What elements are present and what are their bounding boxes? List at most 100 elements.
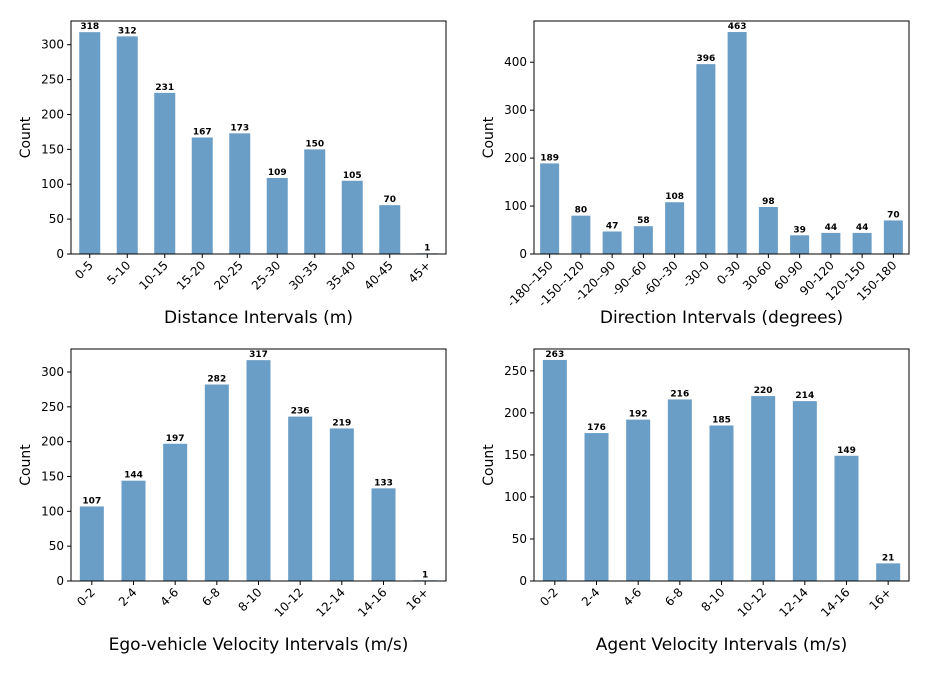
direction-y-tick-label: 300	[504, 103, 527, 117]
ego-velocity-bar-value-label: 107	[82, 496, 101, 506]
distance-bar	[79, 32, 101, 254]
ego-velocity-bar-value-label: 197	[166, 434, 185, 444]
ego-velocity-bar-value-label: 144	[124, 471, 143, 481]
agent-velocity-x-tick-label: 8-10	[698, 585, 727, 614]
direction-bar	[602, 231, 622, 254]
direction-y-tick-label: 0	[519, 247, 527, 261]
ego-velocity-y-tick-label: 100	[41, 504, 64, 518]
agent-velocity-bar-value-label: 185	[712, 415, 731, 425]
agent-velocity-bar	[667, 399, 692, 581]
direction-bar	[852, 232, 872, 254]
distance-y-tick-label: 150	[41, 142, 64, 156]
distance-x-tick-label: 10-15	[136, 258, 171, 293]
ego-velocity-bar	[246, 360, 271, 581]
direction-plot-frame	[533, 20, 910, 255]
agent-velocity-x-tick-label: 16+	[866, 585, 894, 613]
ego-velocity-y-tick-label: 0	[56, 574, 64, 588]
distance-bar-value-label: 105	[343, 171, 362, 181]
direction-bar-value-label: 44	[856, 223, 869, 233]
direction-bar	[665, 202, 685, 254]
distance-y-axis-label: Count	[18, 116, 34, 158]
agent-velocity-x-tick-label: 6-8	[662, 585, 686, 609]
direction-bar	[540, 163, 560, 254]
distance-x-tick-label: 35-40	[324, 258, 359, 293]
agent-velocity-bar	[584, 433, 609, 581]
distance-bar-value-label: 173	[230, 123, 249, 133]
agent-velocity-bar-value-label: 149	[837, 446, 856, 456]
distance-plot-frame	[70, 20, 447, 255]
agent-velocity-bar-value-label: 192	[629, 410, 648, 420]
distance-x-tick-label: 20-25	[211, 258, 246, 293]
direction-y-tick-label: 400	[504, 55, 527, 69]
ego-velocity-plot-frame	[70, 348, 447, 582]
agent-velocity-bar	[626, 419, 651, 581]
distance-x-axis-label: Distance Intervals (m)	[164, 308, 353, 328]
agent-velocity-x-tick-label: 10-12	[735, 585, 770, 620]
agent-velocity-y-axis-label: Count	[481, 444, 497, 486]
distance-x-tick-label: 5-10	[104, 258, 133, 287]
ego-velocity-y-tick-label: 300	[41, 365, 64, 379]
ego-velocity-bars: 107 144 197 282 317 236 219 133 1	[79, 350, 438, 581]
distance-bar-value-label: 167	[193, 128, 212, 138]
direction-y-axis-label: Count	[481, 116, 497, 158]
distance-y-tick-label: 50	[49, 212, 64, 226]
agent-velocity-bar	[834, 455, 859, 581]
ego-velocity-bar-value-label: 236	[291, 407, 310, 417]
ego-velocity-x-tick-label: 2-4	[116, 585, 140, 609]
distance-bar	[116, 36, 138, 254]
direction-y-tick-label: 200	[504, 151, 527, 165]
agent-velocity-bar-value-label: 263	[545, 350, 564, 360]
distance-bar	[229, 133, 251, 254]
ego-velocity-bar	[288, 416, 313, 581]
direction-chart: 0100200300400-180--150-150--120-120--90-…	[481, 20, 910, 328]
ego-velocity-bar-value-label: 219	[332, 418, 351, 428]
ego-velocity-x-tick-label: 12-14	[313, 585, 348, 620]
ego-velocity-bar	[163, 443, 188, 581]
ego-velocity-y-tick-label: 200	[41, 435, 64, 449]
ego-velocity-x-tick-label: 0-2	[74, 585, 98, 609]
direction-bar-value-label: 98	[762, 197, 775, 207]
distance-bar-value-label: 150	[305, 139, 324, 149]
ego-velocity-x-tick-label: 4-6	[158, 585, 182, 609]
agent-velocity-x-tick-label: 0-2	[537, 585, 561, 609]
agent-velocity-x-tick-label: 4-6	[621, 585, 645, 609]
distance-bar-value-label: 312	[118, 26, 137, 36]
distance-bar	[191, 137, 213, 254]
distance-bar	[341, 180, 363, 254]
distance-bars: 318 312 231 167 173 109 150 105 70 1	[79, 22, 438, 254]
ego-velocity-bar-value-label: 133	[374, 478, 393, 488]
agent-velocity-x-tick-label: 12-14	[776, 585, 811, 620]
distance-x-tick-label: 45+	[406, 258, 434, 286]
ego-velocity-bar-value-label: 1	[422, 570, 428, 580]
distance-x-tick-label: 15-20	[174, 258, 209, 293]
direction-bar-value-label: 58	[637, 216, 650, 226]
direction-bar-value-label: 80	[575, 206, 588, 216]
ego-velocity-bar-value-label: 317	[249, 350, 268, 360]
distance-bar	[379, 205, 401, 254]
agent-velocity-bar-value-label: 220	[754, 386, 773, 396]
distance-y-tick-label: 200	[41, 107, 64, 121]
ego-velocity-x-tick-label: 8-10	[235, 585, 264, 614]
direction-bar-value-label: 47	[606, 221, 619, 231]
direction-x-tick-label: -30-0	[680, 258, 712, 290]
ego-velocity-y-tick-label: 250	[41, 400, 64, 414]
agent-velocity-plot-frame	[533, 348, 910, 582]
agent-velocity-bar-value-label: 21	[882, 553, 895, 563]
agent-velocity-chart: 0 50 100 150 200 250 0-2 2-4 4-6 6-8 8-10 10-12 12-1…	[481, 348, 910, 655]
direction-bar-value-label: 70	[887, 210, 900, 220]
agent-velocity-y-tick-label: 100	[504, 490, 527, 504]
agent-velocity-x-tick-label: 2-4	[579, 585, 603, 609]
ego-velocity-x-tick-label: 6-8	[199, 585, 223, 609]
distance-bar-value-label: 318	[80, 22, 99, 32]
distance-x-tick-label: 0-5	[72, 258, 96, 282]
agent-velocity-bar	[792, 401, 817, 581]
direction-bar	[883, 220, 903, 254]
agent-velocity-bar-value-label: 216	[670, 389, 689, 399]
distance-y-tick-label: 0	[56, 247, 64, 261]
distance-y-tick-label: 100	[41, 177, 64, 191]
agent-velocity-bar	[751, 396, 776, 581]
direction-bar-value-label: 396	[696, 54, 715, 64]
distance-bar-value-label: 70	[383, 195, 396, 205]
agent-velocity-x-tick-label: 14-16	[818, 585, 853, 620]
direction-bar	[633, 226, 653, 254]
